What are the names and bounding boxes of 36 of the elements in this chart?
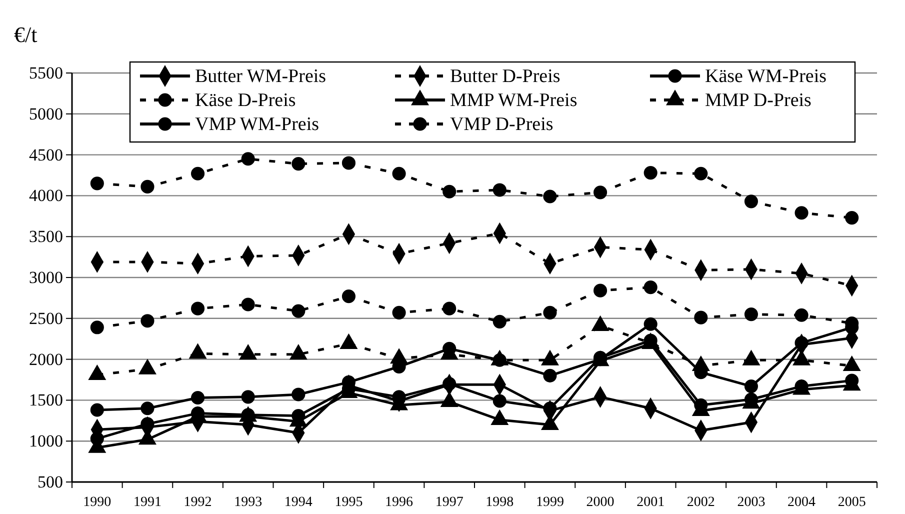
legend-label: MMP D-Preis — [705, 90, 812, 111]
y-tick-label: 5500 — [29, 63, 63, 82]
x-tick-label: 2002 — [686, 494, 715, 510]
y-tick-label: 500 — [38, 472, 63, 492]
x-tick-label: 2001 — [636, 494, 665, 510]
y-tick-label: 3000 — [29, 268, 63, 287]
legend-label: Butter WM-Preis — [195, 66, 326, 87]
legend-label: VMP D-Preis — [450, 114, 554, 135]
y-axis-title: €/t — [14, 22, 38, 47]
x-tick-label: 1996 — [385, 494, 414, 510]
legend-label: Käse WM-Preis — [705, 66, 827, 87]
x-tick-label: 2000 — [586, 494, 614, 510]
y-tick-label: 1500 — [29, 390, 63, 410]
x-tick-label: 1992 — [184, 494, 212, 510]
legend-label: Butter D-Preis — [450, 66, 560, 87]
legend-label: MMP WM-Preis — [450, 90, 578, 111]
x-tick-label: 2005 — [838, 494, 866, 510]
y-tick-label: 1000 — [29, 432, 63, 451]
y-tick-label: 2000 — [29, 350, 63, 369]
x-tick-label: 1994 — [284, 494, 312, 510]
x-tick-label: 2003 — [737, 494, 766, 510]
y-tick-label: 4000 — [29, 186, 63, 206]
x-tick-label: 1991 — [133, 494, 162, 510]
y-tick-label: 4500 — [29, 145, 63, 164]
y-tick-label: 3500 — [29, 227, 63, 246]
y-tick-label: 5000 — [29, 104, 63, 124]
x-tick-label: 1998 — [486, 494, 514, 510]
x-tick-label: 1990 — [83, 494, 112, 510]
legend-label: VMP WM-Preis — [195, 114, 320, 135]
x-tick-label: 1995 — [334, 494, 363, 510]
x-tick-label: 1993 — [234, 494, 262, 510]
x-tick-label: 1997 — [435, 494, 464, 510]
legend-label: Käse D-Preis — [195, 90, 296, 111]
x-tick-label: 2004 — [788, 494, 816, 510]
x-tick-label: 1999 — [536, 494, 564, 510]
y-tick-label: 2500 — [29, 308, 63, 328]
